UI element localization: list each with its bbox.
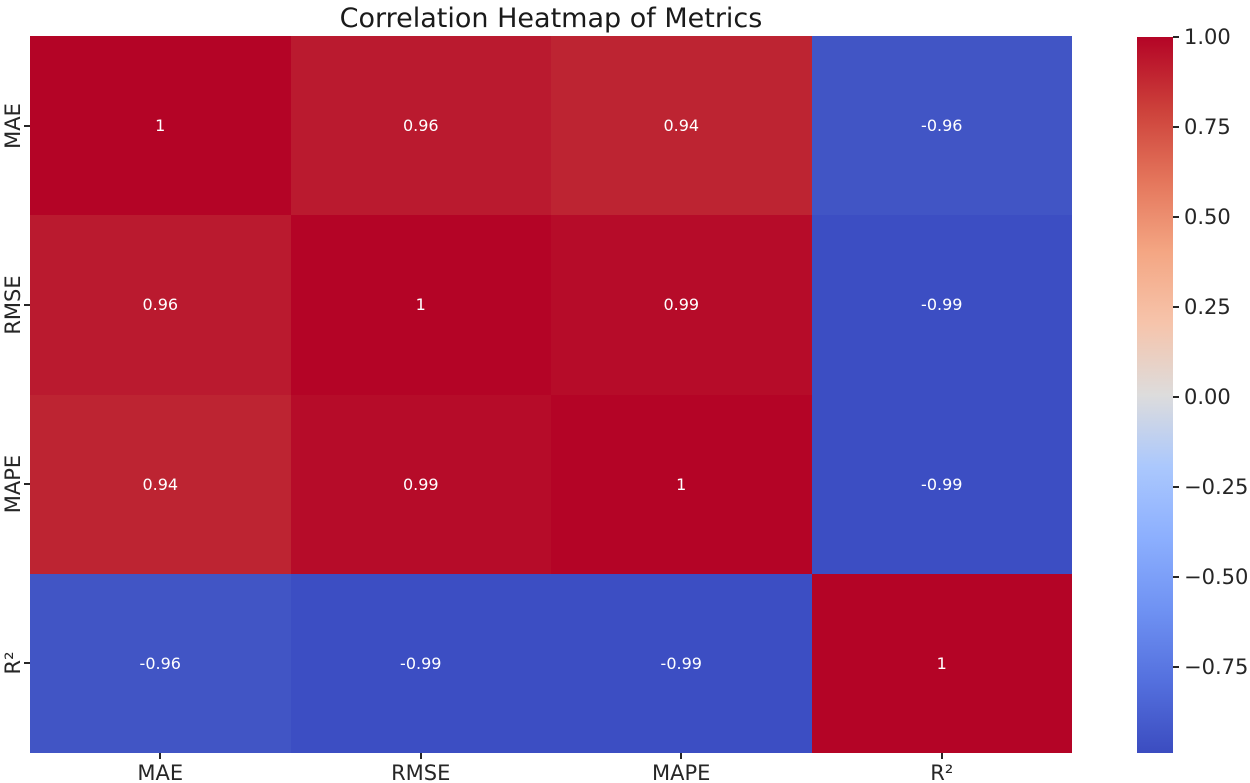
y-tick-label: R² — [1, 651, 25, 675]
colorbar-tick-label: −0.50 — [1184, 564, 1249, 589]
y-tick-mark — [24, 483, 30, 486]
colorbar-tick-label: 0.75 — [1184, 114, 1231, 139]
heatmap-cell: -0.96 — [811, 36, 1072, 216]
x-tick-mark — [940, 753, 943, 759]
colorbar-tick-mark — [1173, 395, 1179, 398]
heatmap-cell: -0.99 — [551, 573, 812, 753]
heatmap-cell: 0.96 — [290, 36, 551, 216]
heatmap-cell: 0.99 — [290, 394, 551, 574]
y-tick-mark — [24, 303, 30, 306]
colorbar-tick-mark — [1173, 36, 1179, 38]
colorbar-tick-label: 1.00 — [1184, 25, 1231, 49]
heatmap-cell: 0.96 — [30, 215, 291, 395]
x-tick-label: MAPE — [652, 761, 711, 783]
chart-title: Correlation Heatmap of Metrics — [339, 3, 763, 34]
y-tick-mark — [24, 124, 30, 127]
colorbar-tick-mark — [1173, 665, 1179, 668]
colorbar-tick-label: 0.00 — [1184, 384, 1231, 409]
x-tick-label: RMSE — [391, 761, 451, 783]
colorbar-tick-mark — [1173, 125, 1179, 128]
heatmap-cell: -0.99 — [811, 394, 1072, 574]
heatmap-cell: -0.99 — [811, 215, 1072, 395]
x-tick-mark — [419, 753, 422, 759]
colorbar-tick-label: −0.75 — [1184, 654, 1249, 679]
colorbar-tick-label: 0.50 — [1184, 204, 1231, 229]
heatmap-cell: 0.94 — [551, 36, 812, 216]
heatmap-cell: 1 — [30, 36, 291, 216]
heatmap-cell: 1 — [551, 394, 812, 574]
colorbar-tick-label: 0.25 — [1184, 294, 1231, 319]
colorbar-tick-mark — [1173, 485, 1179, 488]
colorbar-tick-mark — [1173, 575, 1179, 578]
y-tick-label: MAPE — [1, 454, 25, 514]
heatmap-cell: 1 — [811, 573, 1072, 753]
heatmap-cell: -0.99 — [290, 573, 551, 753]
colorbar-tick-label: −0.25 — [1184, 474, 1249, 499]
x-tick-label: R² — [930, 761, 954, 783]
y-tick-mark — [24, 662, 30, 665]
x-tick-mark — [159, 753, 162, 759]
y-tick-label: MAE — [1, 102, 25, 149]
y-tick-label: RMSE — [1, 275, 25, 335]
x-tick-label: MAE — [137, 761, 184, 783]
colorbar-tick-mark — [1173, 215, 1179, 218]
heatmap-grid: 1 0.96 0.94 -0.96 0.96 1 0.99 -0.99 0.94 0.99 1 -0.… — [30, 36, 1072, 753]
heatmap-cell: 0.99 — [551, 215, 812, 395]
colorbar-gradient — [1137, 37, 1173, 753]
heatmap-cell: 1 — [290, 215, 551, 395]
heatmap-cell: 0.94 — [30, 394, 291, 574]
colorbar-tick-mark — [1173, 305, 1179, 308]
heatmap-cell: -0.96 — [30, 573, 291, 753]
x-tick-mark — [680, 753, 683, 759]
